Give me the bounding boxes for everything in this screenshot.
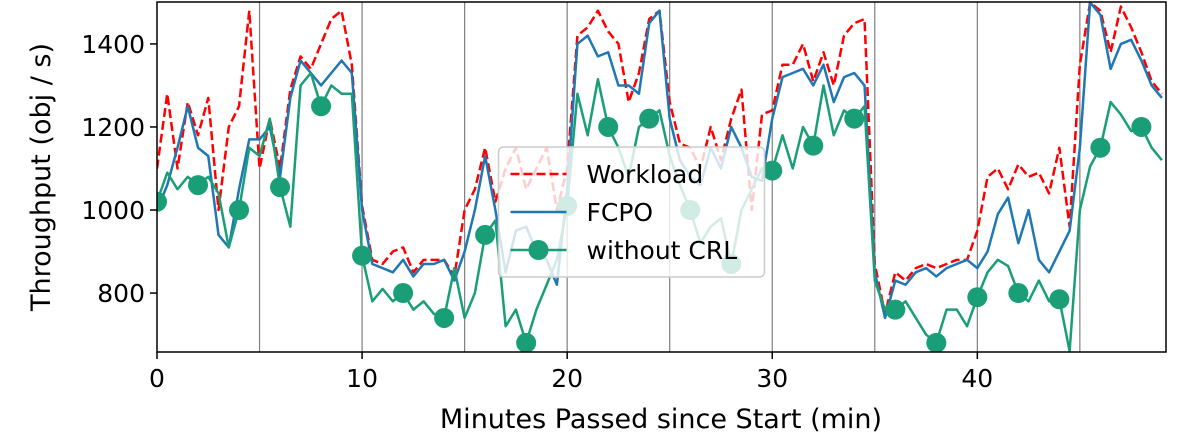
series-marker bbox=[598, 116, 619, 137]
series-marker bbox=[885, 299, 906, 320]
series-marker bbox=[1090, 137, 1111, 158]
y-tick-label: 1000 bbox=[81, 196, 145, 225]
y-axis-label: Throughput (obj / s) bbox=[26, 43, 57, 312]
series-marker bbox=[270, 177, 291, 198]
series-marker bbox=[762, 160, 783, 181]
plot-frame bbox=[156, 1, 1167, 353]
x-tick-label: 10 bbox=[346, 364, 378, 393]
y-tick-label: 800 bbox=[97, 279, 145, 308]
legend-label: without CRL bbox=[587, 236, 738, 265]
x-tick-label: 40 bbox=[961, 364, 993, 393]
series-marker bbox=[311, 96, 332, 117]
series-marker bbox=[434, 307, 455, 328]
series-marker bbox=[516, 332, 537, 352]
series-marker bbox=[393, 283, 414, 304]
legend-box bbox=[497, 146, 766, 278]
series-marker bbox=[926, 332, 947, 352]
y-tick-label: 1400 bbox=[81, 30, 145, 59]
legend-label: FCPO bbox=[587, 198, 654, 227]
series-marker bbox=[639, 108, 660, 129]
series-marker bbox=[844, 108, 865, 129]
series-line bbox=[157, 2, 1163, 320]
series-marker bbox=[967, 287, 988, 308]
series-marker bbox=[1008, 283, 1029, 304]
series-marker bbox=[1131, 116, 1152, 137]
series-marker bbox=[157, 191, 167, 212]
legend-label: Workload bbox=[587, 160, 704, 189]
series-marker bbox=[1049, 289, 1070, 310]
series-marker bbox=[475, 224, 496, 245]
y-tick-label: 1200 bbox=[81, 113, 145, 142]
series-marker bbox=[352, 245, 373, 266]
x-tick-label: 20 bbox=[551, 364, 583, 393]
x-tick-label: 0 bbox=[149, 364, 165, 393]
series-marker bbox=[229, 200, 250, 221]
x-tick-label: 30 bbox=[756, 364, 788, 393]
series-marker bbox=[803, 135, 824, 156]
series-marker bbox=[188, 175, 209, 196]
legend-marker bbox=[528, 240, 549, 260]
x-axis-label: Minutes Passed since Start (min) bbox=[440, 404, 882, 435]
